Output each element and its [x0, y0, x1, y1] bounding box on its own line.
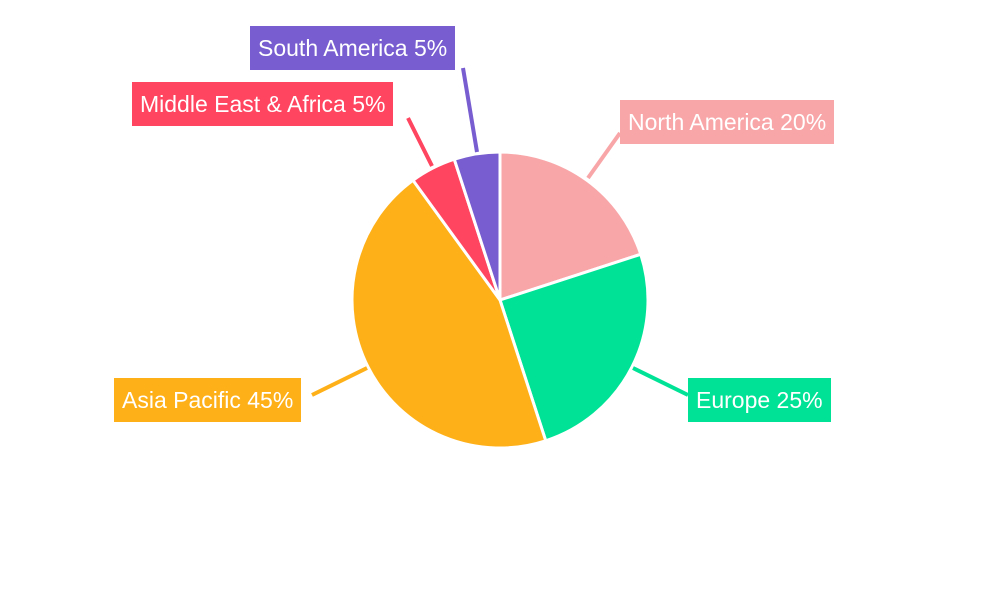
- pie-slice-asia-pacific[interactable]: [350, 178, 548, 450]
- leader-line: [632, 366, 689, 397]
- leader-line: [406, 117, 434, 167]
- data-label: Middle East & Africa 5%: [132, 82, 394, 126]
- pie-slice-north-america[interactable]: [498, 150, 643, 303]
- data-label: Asia Pacific 45%: [114, 378, 302, 422]
- data-label: South America 5%: [250, 26, 456, 70]
- pie-slice-south-america[interactable]: [452, 150, 502, 301]
- leader-line: [586, 131, 622, 180]
- data-label: North America 20%: [620, 100, 835, 144]
- leader-line: [461, 67, 479, 153]
- pie-slice-europe[interactable]: [498, 252, 650, 443]
- leader-line: [311, 366, 368, 397]
- data-label: Europe 25%: [688, 378, 831, 422]
